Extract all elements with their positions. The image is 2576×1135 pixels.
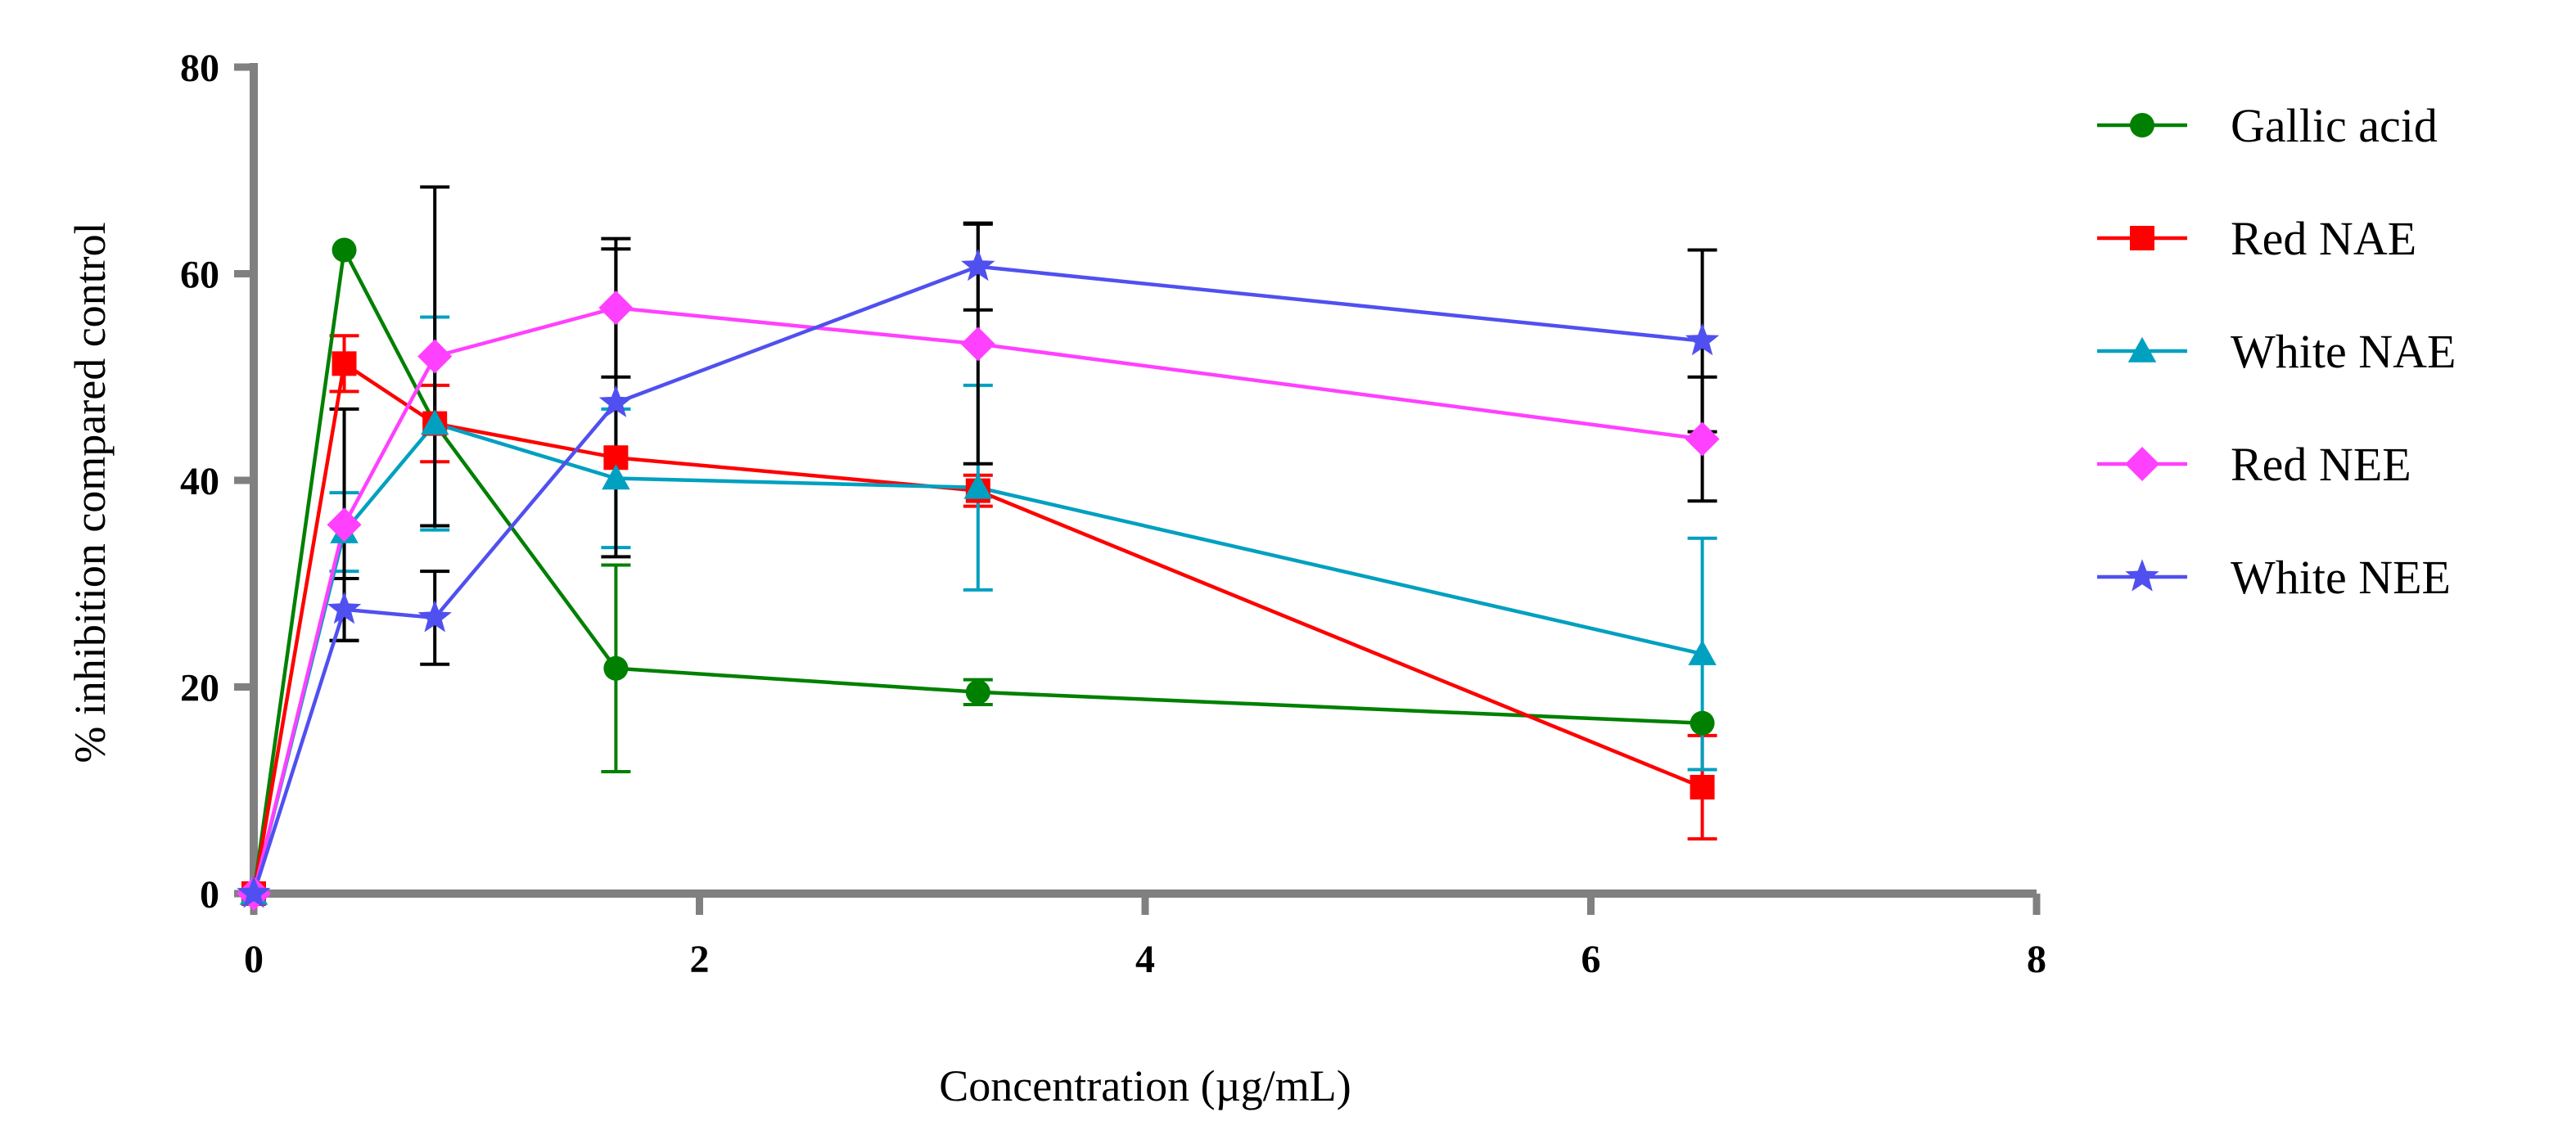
legend-item-red-nae: Red NAE (2097, 212, 2416, 265)
legend-label: White NEE (2231, 551, 2451, 604)
x-tick-label: 6 (1581, 938, 1601, 981)
point-white-nee (237, 876, 271, 908)
legend-label: Red NEE (2231, 438, 2411, 491)
y-tick-label: 60 (180, 254, 219, 297)
legend: Gallic acid Red NAE White NAE Red NEE White … (2097, 99, 2456, 604)
point-white-nee (1685, 322, 1720, 356)
legend-label: White NAE (2231, 325, 2456, 378)
point-white-nee (417, 600, 452, 633)
legend-label: Red NAE (2231, 212, 2416, 265)
legend-item-gallic-acid: Gallic acid (2097, 99, 2438, 152)
point-gallic-acid (965, 679, 990, 705)
x-tick-label: 0 (244, 938, 264, 981)
legend-item-white-nae: White NAE (2097, 325, 2456, 378)
data-points (237, 237, 1720, 911)
point-red-nee (327, 507, 362, 543)
series-line-red-nee (251, 305, 1703, 894)
y-tick-label: 0 (200, 873, 219, 917)
point-gallic-acid (603, 655, 629, 681)
point-white-nee (598, 385, 634, 417)
y-axis-title: % inhibition compared control (65, 222, 115, 763)
point-white-nae (602, 464, 630, 490)
legend-marker (2127, 336, 2157, 363)
legend-label: Gallic acid (2231, 99, 2438, 152)
legend-marker (2125, 559, 2159, 592)
point-red-nae (1690, 774, 1715, 799)
y-tick-label: 20 (180, 667, 219, 710)
x-tick-label: 4 (1135, 938, 1155, 981)
legend-item-white-nee: White NEE (2097, 551, 2451, 604)
point-red-nee (960, 327, 995, 362)
point-white-nae (1688, 639, 1717, 665)
series-line-white-nee (251, 264, 1703, 894)
series-lines (251, 244, 1703, 894)
point-red-nee (417, 339, 453, 374)
x-tick-label: 8 (2027, 938, 2046, 981)
legend-marker (2130, 226, 2154, 250)
x-tick-label: 2 (690, 938, 710, 981)
error-bars (329, 185, 1717, 841)
y-tick-label: 80 (180, 47, 219, 90)
y-tick-label: 40 (180, 460, 219, 503)
point-gallic-acid (1690, 710, 1715, 736)
series-line-gallic-acid (251, 244, 1703, 894)
legend-marker (2130, 113, 2154, 137)
point-white-nae (420, 409, 449, 435)
point-gallic-acid (332, 237, 357, 263)
point-white-nae (963, 473, 993, 499)
point-white-nee (327, 592, 362, 624)
point-red-nee (1685, 421, 1720, 457)
point-red-nae (332, 351, 357, 376)
point-red-nee (598, 291, 634, 326)
x-axis-title: Concentration (µg/mL) (939, 1061, 1351, 1110)
axes: 0 20 40 60 80 0 2 4 6 8 Concentration (µg/mL) % inh… (65, 47, 2046, 1110)
legend-item-red-nee: Red NEE (2097, 438, 2411, 491)
legend-marker (2125, 447, 2159, 481)
point-white-nee (961, 248, 995, 281)
series-line-red-nae (251, 360, 1703, 894)
